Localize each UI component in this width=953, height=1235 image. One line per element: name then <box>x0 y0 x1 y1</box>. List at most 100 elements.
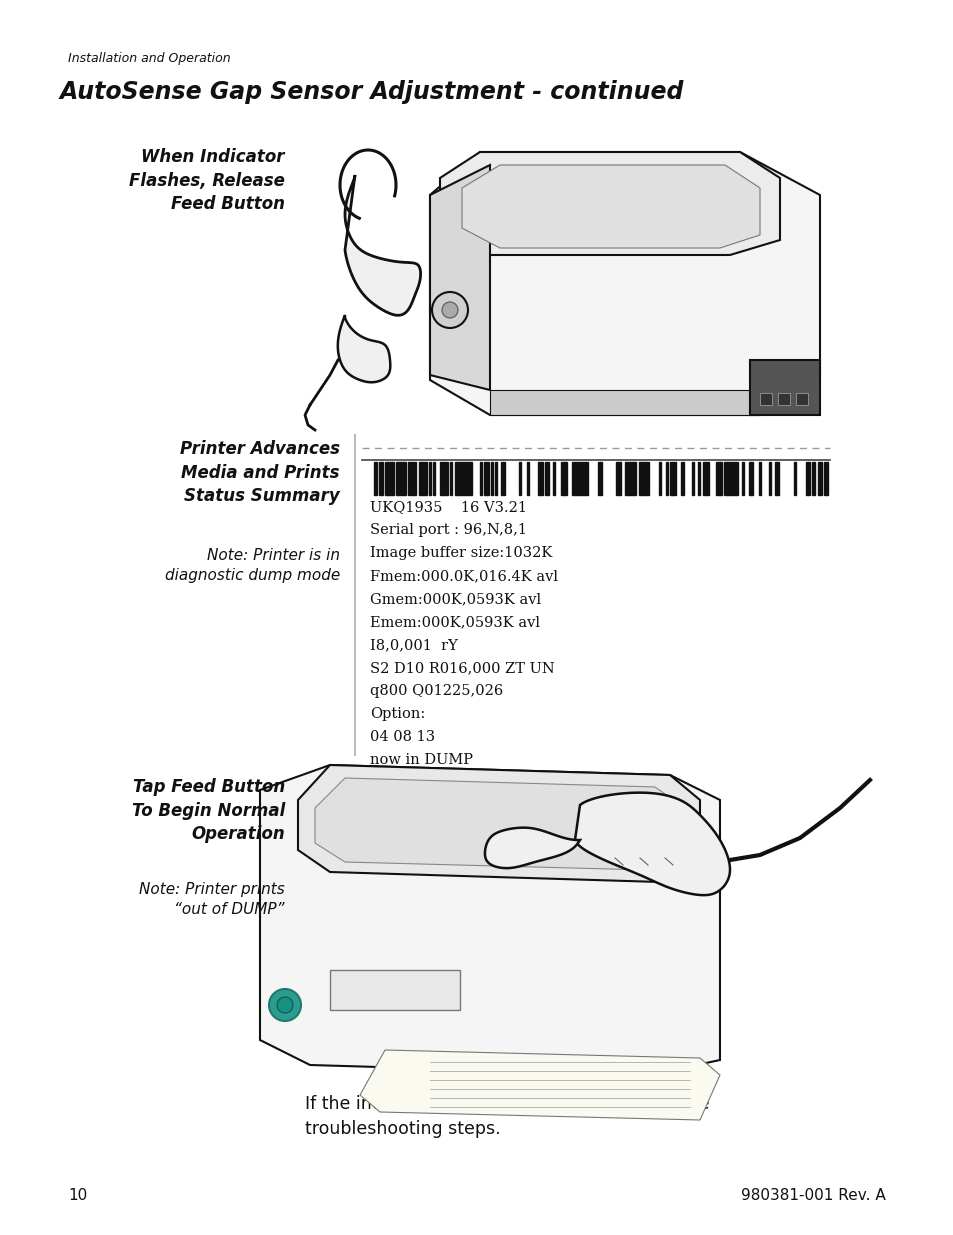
Bar <box>575 462 578 495</box>
Bar <box>562 462 564 495</box>
Text: Note: Printer prints
“out of DUMP”: Note: Printer prints “out of DUMP” <box>139 882 285 916</box>
Bar <box>495 462 497 495</box>
Bar <box>718 462 720 495</box>
Bar <box>768 462 770 495</box>
Bar <box>760 393 771 405</box>
Bar <box>581 462 585 495</box>
Bar <box>553 462 555 495</box>
Bar <box>716 462 718 495</box>
Bar <box>374 462 376 495</box>
Polygon shape <box>314 778 684 869</box>
Polygon shape <box>430 165 490 390</box>
Polygon shape <box>749 359 820 415</box>
Bar <box>526 462 529 495</box>
Bar <box>483 462 486 495</box>
Bar <box>455 462 457 495</box>
Bar <box>639 462 640 495</box>
Polygon shape <box>484 827 579 868</box>
Text: Installation and Operation: Installation and Operation <box>68 52 231 65</box>
Text: Note: Printer is in
diagnostic dump mode: Note: Printer is in diagnostic dump mode <box>165 548 339 583</box>
Bar <box>385 462 388 495</box>
Bar <box>578 462 581 495</box>
Bar <box>420 462 422 495</box>
Bar <box>730 462 734 495</box>
Bar <box>644 462 648 495</box>
Bar <box>626 462 628 495</box>
Bar <box>599 462 601 495</box>
Bar <box>500 462 504 495</box>
Bar <box>817 462 820 495</box>
Text: Serial port : 96,N,8,1: Serial port : 96,N,8,1 <box>370 522 526 537</box>
Bar <box>397 462 400 495</box>
Bar <box>628 462 631 495</box>
Bar <box>518 462 520 495</box>
Bar <box>459 462 461 495</box>
Bar <box>659 462 660 495</box>
Bar <box>392 462 394 495</box>
Bar <box>422 462 424 495</box>
Bar <box>691 462 693 495</box>
Text: q800 Q01225,026: q800 Q01225,026 <box>370 684 503 698</box>
Bar <box>585 462 587 495</box>
Bar <box>486 462 489 495</box>
Bar <box>776 462 779 495</box>
Bar <box>618 462 620 495</box>
Bar <box>665 462 667 495</box>
Bar <box>680 462 683 495</box>
Bar <box>395 462 397 495</box>
Bar <box>537 462 539 495</box>
Bar <box>734 462 738 495</box>
Bar <box>465 462 468 495</box>
Bar <box>702 462 704 495</box>
Bar <box>468 462 472 495</box>
Bar <box>778 393 789 405</box>
Bar <box>412 462 416 495</box>
Bar <box>793 462 795 495</box>
Bar <box>673 462 676 495</box>
Circle shape <box>432 291 468 329</box>
Bar <box>378 462 380 495</box>
Bar <box>441 462 443 495</box>
Bar <box>457 462 459 495</box>
Polygon shape <box>461 165 760 248</box>
Bar <box>380 462 382 495</box>
Bar <box>388 462 390 495</box>
Bar <box>390 462 392 495</box>
Bar <box>616 462 618 495</box>
Bar <box>433 462 435 495</box>
Bar <box>723 462 726 495</box>
Bar <box>748 462 750 495</box>
Bar <box>741 462 743 495</box>
Bar <box>728 462 730 495</box>
Text: Option:: Option: <box>370 706 425 721</box>
Bar <box>823 462 825 495</box>
Bar <box>774 462 776 495</box>
Text: 10: 10 <box>68 1188 87 1203</box>
Text: Emem:000K,0593K avl: Emem:000K,0593K avl <box>370 615 539 629</box>
Polygon shape <box>297 764 700 882</box>
Text: Gmem:000K,0593K avl: Gmem:000K,0593K avl <box>370 592 540 606</box>
Bar <box>564 462 566 495</box>
Bar <box>544 462 548 495</box>
Bar <box>642 462 644 495</box>
Bar <box>795 393 807 405</box>
Bar <box>631 462 636 495</box>
Bar <box>640 462 642 495</box>
Bar <box>704 462 708 495</box>
Circle shape <box>269 989 301 1021</box>
Text: AutoSense Gap Sensor Adjustment - continued: AutoSense Gap Sensor Adjustment - contin… <box>60 80 683 104</box>
Circle shape <box>441 303 457 317</box>
Bar <box>759 462 760 495</box>
Bar <box>463 462 465 495</box>
Bar <box>572 462 575 495</box>
Bar <box>330 969 459 1010</box>
Bar <box>750 462 752 495</box>
Polygon shape <box>575 793 729 895</box>
Bar <box>825 462 827 495</box>
Text: When Indicator
Flashes, Release
Feed Button: When Indicator Flashes, Release Feed But… <box>129 148 285 214</box>
Bar <box>598 462 599 495</box>
Bar <box>479 462 481 495</box>
Text: 04 08 13: 04 08 13 <box>370 730 435 743</box>
Bar <box>418 462 420 495</box>
Bar <box>669 462 671 495</box>
